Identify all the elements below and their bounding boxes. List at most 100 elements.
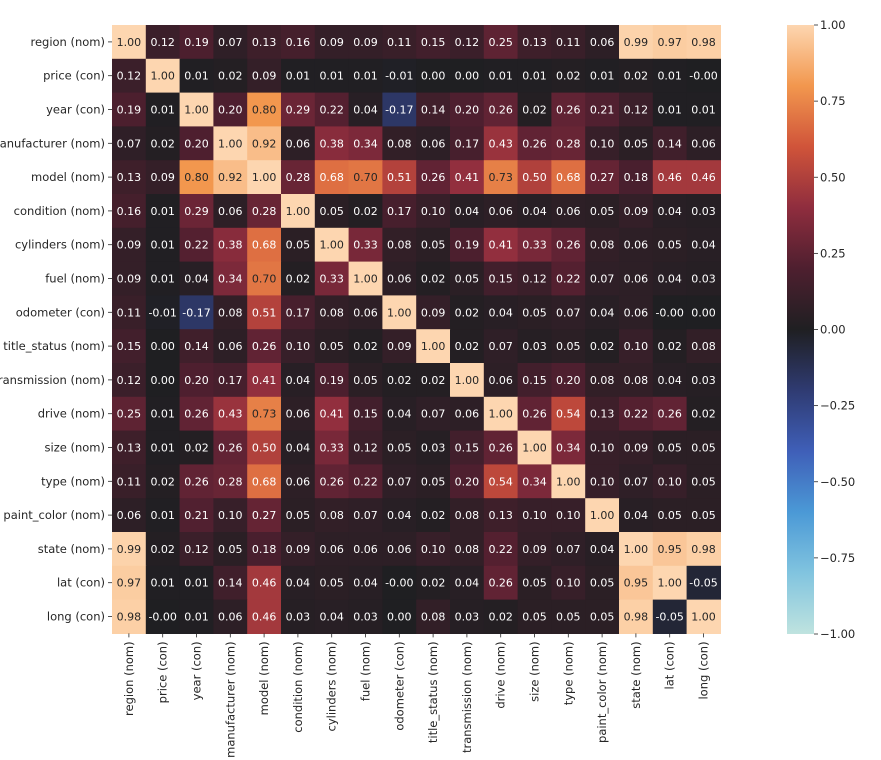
cell-value-label: 0.99	[117, 543, 142, 556]
colorbar-tick-label: −1.00	[820, 627, 855, 641]
cell-value-label: 0.29	[184, 205, 209, 218]
heatmap-cell	[348, 126, 383, 161]
heatmap-cell	[314, 295, 350, 330]
heatmap-cell	[247, 227, 282, 263]
cell-value-label: 0.01	[488, 70, 513, 83]
heatmap-cell	[686, 126, 721, 161]
cell-value-label: 0.28	[286, 171, 311, 184]
heatmap-cell	[483, 498, 519, 533]
cell-value-label: 0.98	[691, 36, 716, 49]
cell-value-label: 0.09	[150, 171, 175, 184]
heatmap-cell	[213, 160, 248, 195]
cell-value-label: 0.06	[691, 137, 716, 150]
heatmap-cell	[585, 92, 620, 127]
cell-value-label: 0.05	[218, 543, 243, 556]
heatmap-cell	[112, 532, 147, 567]
heatmap-cell	[450, 396, 485, 432]
heatmap-cell	[213, 329, 248, 364]
cell-value-label: 0.01	[150, 239, 175, 252]
heatmap-cell	[145, 396, 181, 432]
heatmap-cell	[247, 498, 282, 533]
heatmap-cell	[686, 261, 721, 296]
cell-value-label: -0.17	[182, 306, 210, 319]
heatmap-cell	[348, 295, 383, 330]
heatmap-cell	[314, 599, 350, 634]
cell-value-label: 0.08	[319, 306, 344, 319]
heatmap-cell	[314, 396, 350, 432]
cell-value-label: 0.08	[387, 239, 412, 252]
heatmap-cell	[145, 532, 181, 567]
x-tick-label: manufacturer (nom)	[223, 641, 237, 757]
cell-value-label: 0.38	[218, 239, 243, 252]
heatmap-cell	[686, 532, 721, 567]
heatmap-cell	[348, 498, 383, 533]
heatmap-cell	[281, 498, 316, 533]
heatmap-cell	[686, 58, 721, 94]
heatmap-cell	[483, 329, 519, 364]
cell-value-label: 0.06	[624, 306, 649, 319]
heatmap-cell	[551, 25, 586, 60]
heatmap-cell	[382, 329, 417, 364]
cell-value-label: 0.05	[522, 577, 547, 590]
cell-value-label: 0.05	[522, 611, 547, 624]
heatmap-cell	[416, 25, 451, 60]
cell-value-label: 0.26	[252, 340, 277, 353]
heatmap-cell	[619, 565, 654, 601]
y-axis-tick-labels: region (nom) price (con) year (con) manufac…	[0, 35, 112, 624]
heatmap-cell	[551, 498, 586, 533]
cell-value-label: 0.02	[218, 70, 243, 83]
cell-value-label: 0.01	[353, 70, 378, 83]
heatmap-cell	[145, 363, 181, 398]
colorbar-tick-label: 1.00	[820, 18, 846, 32]
heatmap-cell	[686, 92, 721, 127]
cell-value-label: 0.01	[150, 205, 175, 218]
cell-value-label: 0.26	[319, 475, 344, 488]
x-tick-label: odometer (con)	[392, 641, 406, 730]
heatmap-cell	[112, 565, 147, 601]
cell-value-label: 0.92	[252, 137, 277, 150]
heatmap-cell	[179, 430, 214, 465]
cell-value-label: 0.04	[353, 577, 378, 590]
cell-value-label: 0.08	[218, 306, 243, 319]
cell-value-label: 0.97	[117, 577, 142, 590]
heatmap-cell	[145, 498, 181, 533]
heatmap-cell	[450, 227, 485, 263]
cell-value-label: 0.10	[657, 475, 682, 488]
heatmap-cell	[281, 532, 316, 567]
cell-value-label: 0.13	[252, 36, 277, 49]
heatmap-cell	[179, 498, 214, 533]
cell-value-label: 0.20	[455, 475, 480, 488]
heatmap-cell	[145, 25, 181, 60]
cell-value-label: 0.04	[624, 509, 649, 522]
heatmap-cell	[348, 92, 383, 127]
heatmap-cell	[281, 25, 316, 60]
heatmap-cell	[450, 430, 485, 465]
heatmap-cell	[179, 464, 214, 499]
heatmap-cell	[686, 160, 721, 195]
cell-value-label: 0.05	[319, 205, 344, 218]
heatmap-cells	[112, 25, 721, 634]
cell-value-label: 0.14	[218, 577, 243, 590]
cell-value-label: 0.02	[286, 273, 311, 286]
heatmap-cell	[281, 329, 316, 364]
heatmap-cell	[416, 396, 451, 432]
heatmap-cell	[619, 396, 654, 432]
cell-value-label: 0.01	[286, 70, 311, 83]
heatmap-cell	[551, 363, 586, 398]
heatmap-cell	[652, 126, 688, 161]
cell-value-label: 0.01	[150, 273, 175, 286]
heatmap-cell	[483, 92, 519, 127]
cell-value-label: 0.02	[556, 70, 581, 83]
heatmap-cell	[213, 363, 248, 398]
heatmap-cell	[483, 565, 519, 601]
cell-value-label: -0.00	[655, 306, 683, 319]
cell-value-label: 0.11	[117, 475, 142, 488]
heatmap-cell	[450, 194, 485, 229]
cell-value-label: 0.04	[657, 273, 682, 286]
cell-value-label: 0.12	[624, 104, 649, 117]
heatmap-cell	[416, 160, 451, 195]
cell-value-label: 0.05	[556, 340, 581, 353]
cell-value-label: 0.00	[455, 70, 480, 83]
cell-value-label: 0.13	[117, 442, 142, 455]
heatmap-cell	[416, 295, 451, 330]
